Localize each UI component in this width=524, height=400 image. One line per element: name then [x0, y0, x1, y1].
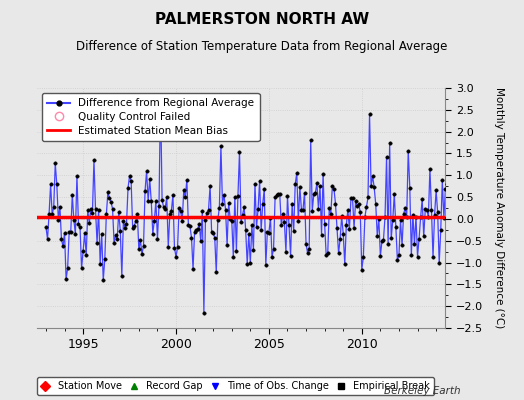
- Y-axis label: Monthly Temperature Anomaly Difference (°C): Monthly Temperature Anomaly Difference (…: [494, 87, 504, 329]
- Text: Difference of Station Temperature Data from Regional Average: Difference of Station Temperature Data f…: [77, 40, 447, 53]
- Legend: Station Move, Record Gap, Time of Obs. Change, Empirical Break: Station Move, Record Gap, Time of Obs. C…: [37, 378, 434, 395]
- Text: PALMERSTON NORTH AW: PALMERSTON NORTH AW: [155, 12, 369, 27]
- Text: Berkeley Earth: Berkeley Earth: [385, 386, 461, 396]
